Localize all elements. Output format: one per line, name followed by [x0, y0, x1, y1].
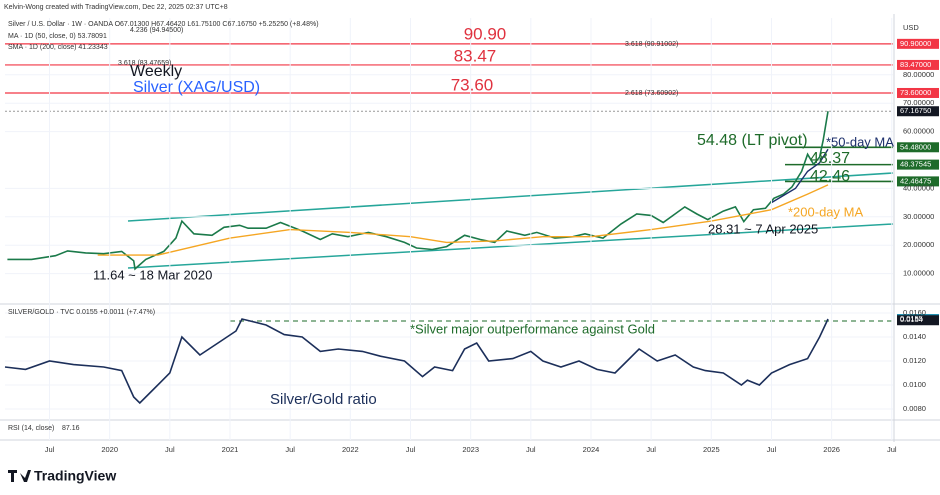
annotation: 28.31 ~ 7 Apr 2025 [708, 221, 818, 236]
fib-label: 3.618 (83.47659) [118, 60, 171, 67]
x-tick-label: 2021 [222, 445, 239, 454]
subtitle: Weekly [130, 63, 182, 80]
legend: MA · 1D (50, close, 0) 53.78091 [8, 33, 107, 40]
fib-label: 4.236 (94.94500) [130, 27, 183, 34]
annotation: 11.64 ~ 18 Mar 2020 [93, 267, 212, 282]
y-tick-label: 0.0160 [903, 308, 926, 317]
x-tick-label: 2020 [101, 445, 118, 454]
y-tick-label: 60.00000 [903, 127, 934, 136]
price-tag-label: 0.0154 [900, 315, 923, 324]
x-tick-label: Jul [45, 445, 55, 454]
rsi-value: 87.16 [62, 425, 80, 432]
level-label: 42.46 [810, 168, 850, 185]
x-tick-label: Jul [285, 445, 295, 454]
level-label: 83.47 [454, 46, 497, 65]
y-tick-label: 40.00000 [903, 183, 934, 192]
fib-label: 3.618 (90.91002) [625, 41, 678, 48]
axis-unit: USD [903, 23, 919, 32]
x-tick-label: Jul [767, 445, 777, 454]
rsi-label: RSI (14, close) [8, 425, 54, 432]
price-tag-label: 42.46475 [900, 176, 931, 185]
fib-label: 2.618 (73.60902) [625, 90, 678, 97]
y-tick-label: 30.00000 [903, 212, 934, 221]
price-tag [897, 106, 939, 117]
price-tag [897, 315, 939, 326]
series-line [771, 148, 829, 204]
y-tick-label: 70.00000 [903, 98, 934, 107]
y-tick-label: 80.00000 [903, 70, 934, 79]
x-tick-label: 2023 [462, 445, 479, 454]
price-tag-label: 73.60000 [900, 88, 931, 97]
legend: SMA · 1D (200, close) 41.23343 [8, 44, 108, 51]
series-line [7, 111, 829, 271]
price-tag-label: 48.37545 [900, 160, 931, 169]
x-tick-label: Jul [526, 445, 536, 454]
logo: TradingView [8, 468, 116, 484]
trendline [127, 172, 894, 222]
y-tick-label: 10.00000 [903, 269, 934, 278]
price-tag-label: 90.90000 [900, 39, 931, 48]
legend: Silver / U.S. Dollar · 1W · OANDA O67.01… [8, 21, 319, 28]
x-tick-label: Jul [887, 445, 897, 454]
price-tag-label: 0.0155 [900, 314, 923, 323]
level-label: 73.60 [451, 75, 494, 94]
x-tick-label: 2026 [823, 445, 840, 454]
x-tick-label: Jul [165, 445, 175, 454]
annotation: *50-day MA [826, 134, 894, 149]
author: Kelvin-Wong created with TradingView.com… [4, 4, 228, 11]
annotation: *Silver major outperformance against Gol… [410, 321, 655, 336]
price-tag-label: 83.47000 [900, 60, 931, 69]
trendline [127, 223, 894, 269]
legend: SILVER/GOLD · TVC 0.0155 +0.0011 (+7.47%… [8, 309, 155, 316]
price-tag [897, 87, 939, 98]
price-tag [897, 38, 939, 49]
price-tag-label: 67.16750 [900, 106, 931, 115]
x-tick-label: Jul [406, 445, 416, 454]
x-tick-label: 2025 [703, 445, 720, 454]
logo-text: TradingView [34, 468, 116, 484]
title: Silver (XAG/USD) [133, 79, 260, 96]
y-tick-label: 20.00000 [903, 240, 934, 249]
x-tick-label: Jul [646, 445, 656, 454]
level-label: 48.37 [810, 150, 850, 167]
price-tag [897, 142, 939, 153]
price-tag [897, 176, 939, 187]
annotation: *200-day MA [788, 204, 863, 219]
y-tick-label: 0.0080 [903, 404, 926, 413]
price-tag [897, 59, 939, 70]
y-tick-label: 0.0140 [903, 332, 926, 341]
y-tick-label: 0.0100 [903, 380, 926, 389]
price-tag-label: 54.48000 [900, 142, 931, 151]
price-tag [897, 159, 939, 170]
level-label: 54.48 (LT pivot) [697, 132, 808, 149]
level-label: 90.90 [464, 24, 507, 43]
x-tick-label: 2022 [342, 445, 359, 454]
series-line [97, 184, 829, 256]
panel-title: Silver/Gold ratio [270, 391, 377, 408]
plot-layer [0, 14, 940, 442]
y-tick-label: 0.0120 [903, 356, 926, 365]
x-tick-label: 2024 [583, 445, 600, 454]
series-line [4, 318, 829, 405]
